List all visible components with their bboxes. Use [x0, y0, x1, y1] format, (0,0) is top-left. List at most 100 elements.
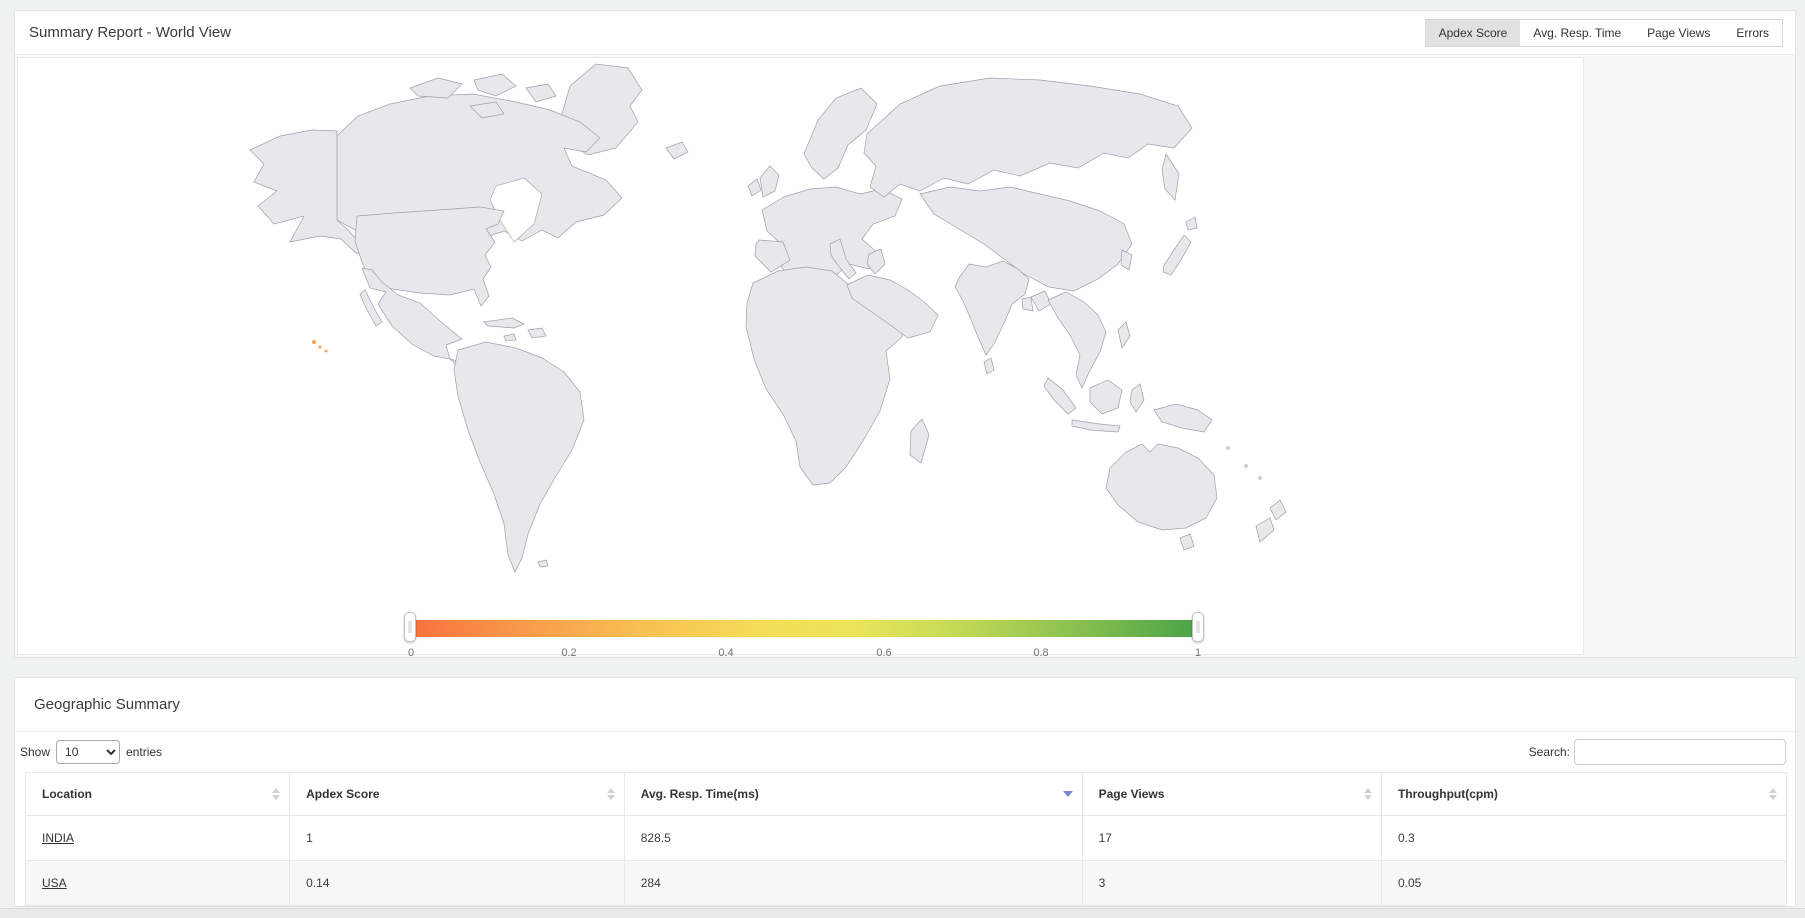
legend-max-handle[interactable]: [1192, 612, 1204, 642]
summary-panel-title: Summary Report - World View: [29, 24, 232, 41]
sort-icon[interactable]: [272, 788, 281, 800]
map-middle-east: [846, 274, 939, 339]
map-scandinavia: [803, 87, 878, 180]
map-country-russia: [863, 77, 1193, 198]
map-country-japan-hokkaido: [1185, 216, 1198, 231]
map-arctic-island: [473, 73, 517, 97]
cell-avg-resp-time: 828.5: [623, 815, 1083, 861]
map-hudson-bay: [489, 177, 543, 243]
cell-page-views: 17: [1081, 815, 1382, 861]
map-country-new-zealand-north: [1269, 499, 1287, 521]
map-country-jamaica: [503, 333, 517, 342]
map-country-bangladesh: [1021, 296, 1034, 312]
map-country-iceland: [665, 141, 689, 160]
map-pacific-island: [1226, 446, 1230, 450]
map-country-usa-mainland[interactable]: [354, 206, 505, 307]
map-country-korea: [1120, 249, 1133, 271]
map-southeast-asia: [1047, 291, 1107, 389]
legend-min-handle[interactable]: [404, 612, 416, 642]
map-country-india[interactable]: [954, 260, 1030, 356]
map-arctic-island: [409, 77, 463, 99]
map-country-australia: [1105, 443, 1218, 531]
horizontal-scrollbar[interactable]: [0, 908, 1805, 918]
entries-label: entries: [126, 745, 163, 759]
geo-panel-title: Geographic Summary: [34, 696, 180, 713]
table-header-row: Location Apdex Score Avg. Resp. Time(ms)…: [24, 772, 1788, 816]
search-input[interactable]: [1574, 739, 1786, 765]
cell-apdex-score: 1: [289, 815, 625, 861]
map-country-usa-hawaii[interactable]: [312, 340, 316, 344]
map-central-asia-china: [919, 186, 1133, 292]
tab-avg-resp-time[interactable]: Avg. Resp. Time: [1533, 25, 1622, 40]
sort-icon[interactable]: [1769, 788, 1777, 800]
map-south-america: [453, 341, 585, 573]
map-baja-peninsula: [359, 289, 383, 327]
column-header-throughput[interactable]: Throughput(cpm): [1380, 772, 1788, 816]
world-map: [249, 63, 1287, 573]
cell-location: INDIA: [24, 815, 291, 861]
legend-tick: 0.4: [718, 647, 734, 659]
search-control: Search:: [1529, 739, 1786, 765]
map-country-usa-alaska[interactable]: [249, 129, 365, 255]
map-arctic-island: [469, 101, 505, 119]
map-country-tasmania: [1179, 533, 1195, 551]
tab-page-views[interactable]: Page Views: [1647, 25, 1711, 40]
table-controls: Show 10 entries Search:: [15, 732, 1795, 772]
cell-throughput: 0.3: [1380, 815, 1788, 861]
map-country-mexico: [361, 267, 463, 360]
legend-tick: 0.6: [876, 647, 892, 659]
entries-length-control: Show 10 entries: [20, 740, 162, 764]
legend-tick: 0.2: [561, 647, 577, 659]
tab-errors[interactable]: Errors: [1736, 25, 1769, 40]
sort-desc-icon[interactable]: [1062, 791, 1073, 797]
legend-tick: 0.8: [1033, 647, 1049, 659]
map-country-sulawesi: [1129, 383, 1145, 413]
map-country-usa-hawaii[interactable]: [324, 349, 328, 353]
map-iberia: [754, 239, 791, 273]
world-map-container: 0 0.2 0.4 0.6 0.8 1: [17, 57, 1584, 659]
geo-panel-header: Geographic Summary: [15, 678, 1795, 732]
summary-report-panel: Summary Report - World View Apdex Score …: [14, 10, 1796, 659]
column-header-avg-resp-time[interactable]: Avg. Resp. Time(ms): [623, 772, 1083, 816]
legend-tick: 1: [1194, 647, 1202, 659]
table-row-india: INDIA 1 828.5 17 0.3: [24, 815, 1788, 861]
sort-icon[interactable]: [606, 788, 615, 800]
location-link-india[interactable]: INDIA: [42, 831, 75, 845]
color-scale-gradient: [410, 620, 1198, 637]
map-country-greece: [866, 248, 886, 275]
cell-apdex-score: 0.14: [289, 860, 625, 906]
column-header-location[interactable]: Location: [24, 772, 291, 816]
sort-icon[interactable]: [1363, 788, 1372, 800]
map-pacific-island: [1258, 476, 1262, 480]
map-country-madagascar: [909, 418, 930, 464]
map-country-philippines: [1117, 321, 1131, 349]
map-country-japan: [1162, 234, 1192, 276]
show-label: Show: [20, 745, 51, 759]
metric-tab-group: Apdex Score Avg. Resp. Time Page Views E…: [1424, 18, 1783, 47]
map-country-usa-hawaii[interactable]: [318, 345, 322, 349]
map-country-ireland: [747, 178, 762, 197]
search-label: Search:: [1528, 745, 1570, 759]
column-header-apdex-score[interactable]: Apdex Score: [289, 772, 625, 816]
cell-page-views: 3: [1081, 860, 1382, 906]
map-country-uk: [759, 165, 780, 198]
table-row-usa: USA 0.14 284 3 0.05: [24, 860, 1788, 906]
map-country-sumatra: [1043, 377, 1077, 415]
cell-location: USA: [24, 860, 291, 906]
map-country-india-northeast[interactable]: [1030, 290, 1052, 312]
map-country-sri-lanka: [983, 357, 995, 375]
location-link-usa[interactable]: USA: [42, 876, 67, 890]
map-europe-mainland: [761, 186, 903, 285]
cell-throughput: 0.05: [1380, 860, 1788, 906]
summary-panel-header: Summary Report - World View Apdex Score …: [15, 11, 1795, 55]
map-arctic-island: [525, 83, 557, 103]
map-country-cuba: [483, 317, 525, 329]
column-header-page-views[interactable]: Page Views: [1081, 772, 1382, 816]
map-falkland-islands: [537, 559, 549, 568]
summary-panel-body: 0 0.2 0.4 0.6 0.8 1: [15, 55, 1795, 659]
legend-tick: 0: [407, 647, 415, 659]
map-country-new-guinea: [1153, 403, 1213, 433]
entries-select[interactable]: 10: [56, 740, 121, 764]
tab-apdex-score[interactable]: Apdex Score: [1425, 19, 1521, 46]
geographic-summary-table: Location Apdex Score Avg. Resp. Time(ms)…: [24, 772, 1788, 906]
